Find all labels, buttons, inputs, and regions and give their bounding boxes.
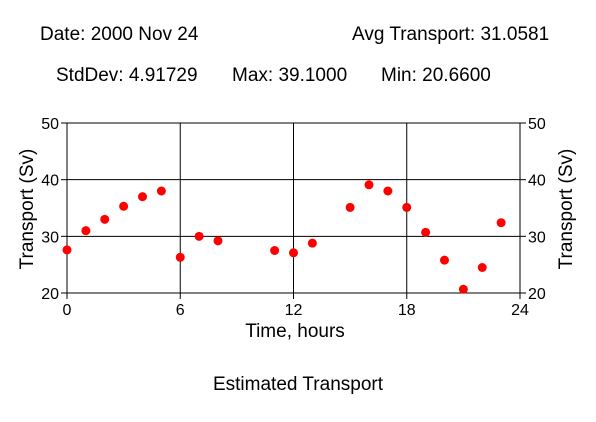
x-tick-label: 0: [63, 302, 72, 319]
avg-transport-label: Avg Transport: 31.0581: [352, 24, 550, 45]
data-point: [81, 226, 91, 236]
x-tick-label: 12: [285, 302, 303, 319]
data-point: [440, 255, 449, 265]
x-tick-label: 6: [176, 302, 185, 319]
x-tick-label: 18: [398, 302, 416, 319]
data-points: [62, 180, 506, 294]
data-point: [458, 284, 468, 294]
stddev-label: StdDev: 4.91729: [56, 65, 198, 86]
y-tick-label-right: 20: [528, 286, 546, 303]
grid: [67, 123, 520, 293]
min-label: Min: 20.6600: [381, 65, 491, 86]
date-label: Date: 2000 Nov 24: [40, 24, 199, 45]
y-tick-label-left: 20: [41, 286, 59, 303]
ticks: [61, 122, 526, 299]
data-point: [156, 186, 166, 196]
y-tick-label-left: 30: [41, 229, 59, 246]
data-point: [402, 202, 412, 212]
data-point: [138, 192, 147, 202]
chart-caption: Estimated Transport: [212, 374, 384, 395]
data-point: [307, 238, 317, 248]
y-tick-label-left: 50: [41, 116, 59, 133]
data-point: [213, 236, 223, 246]
y-tick-label-right: 50: [528, 116, 546, 133]
data-point: [175, 252, 185, 262]
data-point: [194, 231, 204, 241]
y-tick-label-right: 30: [528, 229, 546, 246]
x-axis-label: Time, hours: [245, 321, 345, 342]
data-point: [496, 218, 506, 228]
max-label: Max: 39.1000: [232, 65, 348, 86]
data-point: [383, 186, 393, 196]
data-point: [62, 245, 72, 255]
data-point: [477, 263, 487, 272]
data-point: [100, 214, 110, 224]
data-point: [345, 202, 355, 212]
data-point: [364, 180, 374, 190]
y-tick-label-right: 40: [528, 173, 546, 190]
data-point: [270, 246, 280, 255]
data-point: [119, 201, 129, 211]
y-tick-label-left: 40: [41, 173, 59, 190]
y-axis-label-left: Transport (Sv): [17, 149, 38, 270]
y-axis-label-right: Transport (Sv): [556, 149, 577, 270]
data-point: [289, 248, 298, 258]
x-tick-label: 24: [511, 302, 529, 319]
data-point: [421, 227, 431, 237]
